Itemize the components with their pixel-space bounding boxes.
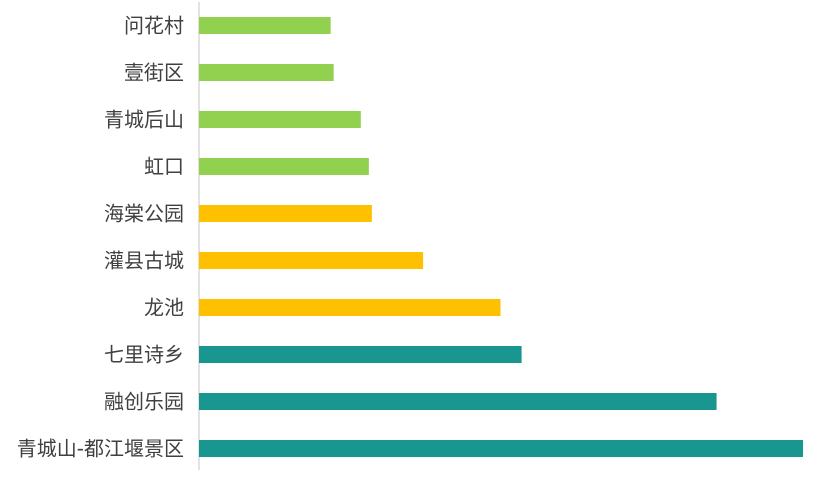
bar-9 xyxy=(199,440,803,457)
category-label-2: 青城后山 xyxy=(104,108,184,132)
bar-7 xyxy=(199,346,522,363)
category-label-3: 虹口 xyxy=(144,155,184,179)
bar-3 xyxy=(199,158,369,175)
category-label-9: 青城山-都江堰景区 xyxy=(17,437,184,461)
category-label-1: 壹街区 xyxy=(124,61,184,85)
category-label-4: 海棠公园 xyxy=(104,202,184,226)
bars-group xyxy=(199,17,803,457)
category-label-5: 灌县古城 xyxy=(104,249,184,273)
bar-2 xyxy=(199,111,361,128)
bar-4 xyxy=(199,205,372,222)
bar-6 xyxy=(199,299,501,316)
category-label-8: 融创乐园 xyxy=(104,390,184,414)
bar-1 xyxy=(199,64,334,81)
category-label-0: 问花村 xyxy=(124,14,184,38)
category-label-7: 七里诗乡 xyxy=(104,343,184,367)
category-label-6: 龙池 xyxy=(144,296,184,320)
bar-5 xyxy=(199,252,424,269)
bar-8 xyxy=(199,393,717,410)
bar-0 xyxy=(199,17,331,34)
